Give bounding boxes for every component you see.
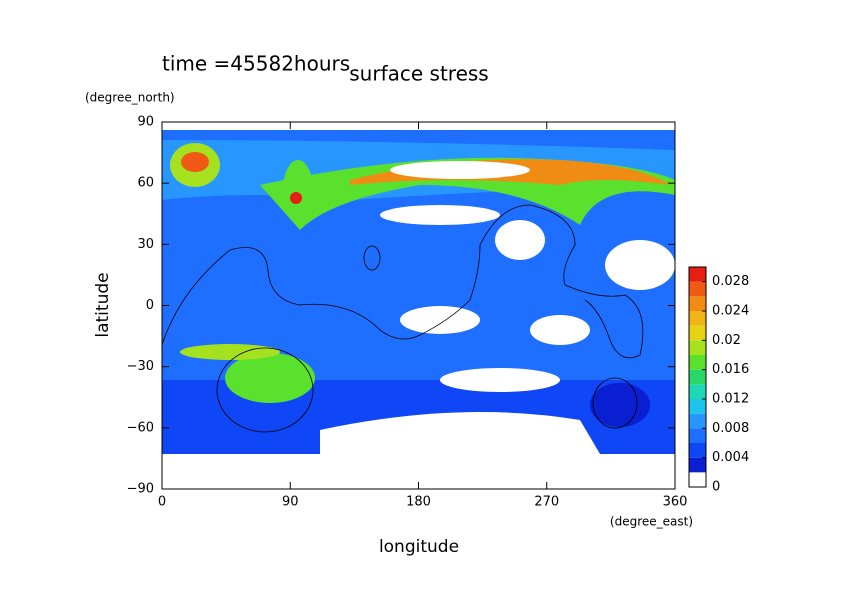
y-tick-label: −60	[127, 420, 154, 435]
colorbar-band	[689, 355, 706, 370]
field-shape	[283, 160, 313, 220]
x-unit: (degree_east)	[610, 515, 693, 529]
colorbar-tick-label: 0.012	[712, 392, 749, 407]
chart-title: surface stress	[349, 62, 488, 86]
colorbar-band	[689, 384, 706, 399]
colorbar-band	[689, 325, 706, 341]
colorbar-tick-label: 0.008	[712, 421, 749, 436]
y-tick-label: 30	[137, 237, 154, 252]
colorbar-band	[689, 443, 706, 458]
colorbar-band	[689, 296, 706, 311]
colorbar-band	[689, 267, 706, 282]
coastlines	[161, 204, 644, 433]
colorbar-band	[689, 399, 706, 414]
y-tick-label: 90	[137, 115, 154, 130]
coastline	[161, 204, 644, 359]
field-shape	[590, 383, 650, 427]
field-shape	[225, 353, 315, 403]
field-shape	[320, 412, 600, 454]
colorbar-tick-label: 0.016	[712, 362, 749, 377]
field-shape	[180, 344, 280, 360]
colorbar-band	[689, 281, 706, 297]
colorbar-band	[689, 369, 706, 385]
contour-field	[162, 130, 675, 489]
colorbar-tick-label: 0.02	[712, 333, 741, 348]
x-tick-label: 90	[282, 495, 299, 510]
field-shape	[440, 368, 560, 392]
y-tick-label: −90	[127, 482, 154, 497]
y-axis-label: latitude	[93, 272, 113, 337]
colorbar-tick-label: 0.004	[712, 450, 749, 465]
field-shape	[605, 240, 675, 290]
field-shape	[290, 192, 302, 204]
colorbar-band	[689, 340, 706, 355]
colorbar-band	[689, 413, 706, 429]
colorbar-band	[689, 457, 706, 473]
y-unit: (degree_north)	[85, 91, 175, 105]
x-tick-label: 0	[158, 495, 166, 510]
x-axis-label: longitude	[379, 537, 459, 557]
field-shape	[390, 161, 530, 179]
field-shape	[162, 455, 675, 489]
coastline	[216, 347, 314, 433]
colorbar-band	[689, 311, 706, 326]
x-tick-label: 180	[406, 495, 431, 510]
colorbar-band	[689, 472, 706, 487]
colorbar-tick-label: 0	[712, 480, 720, 495]
coastline	[592, 377, 638, 429]
coastline	[363, 245, 381, 271]
field-shape	[495, 220, 545, 260]
colorbar-tick-label: 0.024	[712, 304, 749, 319]
x-tick-label: 270	[534, 495, 559, 510]
chart-subtitle: time =45582hours	[162, 52, 350, 76]
colorbar-frame	[688, 266, 707, 488]
colorbar-band	[689, 428, 706, 443]
field-shape	[181, 152, 209, 172]
field-shape	[400, 306, 480, 334]
field-shape	[530, 315, 590, 345]
field-shape	[380, 205, 500, 225]
y-tick-label: 60	[137, 176, 154, 191]
colorbar-tick-label: 0.028	[712, 274, 749, 289]
y-tick-label: −30	[127, 359, 154, 374]
x-tick-label: 360	[663, 495, 688, 510]
y-tick-label: 0	[146, 298, 154, 313]
